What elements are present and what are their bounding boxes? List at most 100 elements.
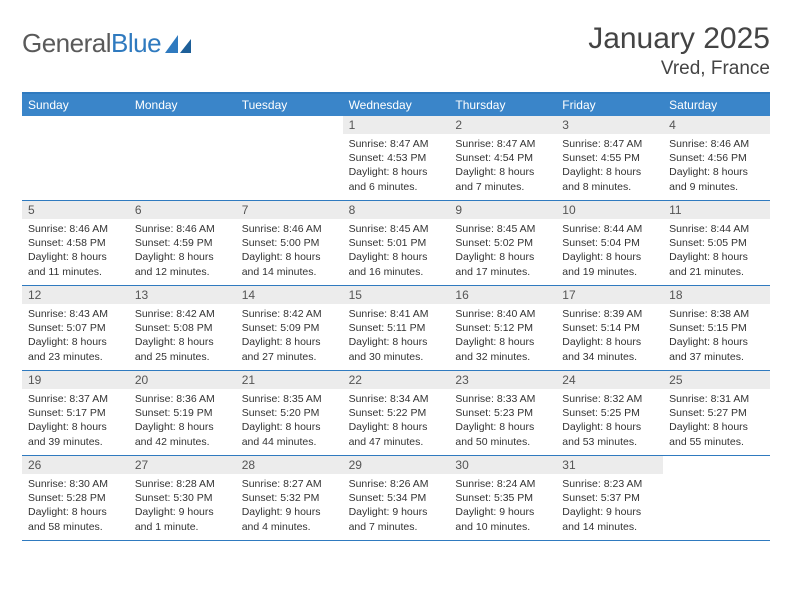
day-details: Sunrise: 8:46 AMSunset: 5:00 PMDaylight:… [242, 222, 337, 279]
day-number: 5 [22, 201, 129, 219]
day-cell: 8 Sunrise: 8:45 AMSunset: 5:01 PMDaylight… [343, 201, 450, 285]
day-number: 8 [343, 201, 450, 219]
day-details: Sunrise: 8:47 AMSunset: 4:53 PMDaylight:… [349, 137, 444, 194]
day-number: 9 [449, 201, 556, 219]
day-details: Sunrise: 8:36 AMSunset: 5:19 PMDaylight:… [135, 392, 230, 449]
day-details: Sunrise: 8:45 AMSunset: 5:02 PMDaylight:… [455, 222, 550, 279]
week-row: 12 Sunrise: 8:43 AMSunset: 5:07 PMDayligh… [22, 286, 770, 371]
logo: GeneralBlue [22, 22, 191, 59]
day-number [236, 116, 343, 134]
week-row: 26 Sunrise: 8:30 AMSunset: 5:28 PMDayligh… [22, 456, 770, 541]
day-header-wed: Wednesday [343, 94, 450, 116]
day-number: 21 [236, 371, 343, 389]
day-cell: 30 Sunrise: 8:24 AMSunset: 5:35 PMDayligh… [449, 456, 556, 540]
location: Vred, France [588, 58, 770, 80]
day-details: Sunrise: 8:40 AMSunset: 5:12 PMDaylight:… [455, 307, 550, 364]
day-cell: 10Sunrise: 8:44 AMSunset: 5:04 PMDayligh… [556, 201, 663, 285]
day-details: Sunrise: 8:24 AMSunset: 5:35 PMDaylight:… [455, 477, 550, 534]
week-row: 5Sunrise: 8:46 AMSunset: 4:58 PMDaylight… [22, 201, 770, 286]
day-details: Sunrise: 8:33 AMSunset: 5:23 PMDaylight:… [455, 392, 550, 449]
logo-sail-icon [165, 35, 191, 53]
day-number: 23 [449, 371, 556, 389]
day-number [663, 456, 770, 474]
week-row: 1Sunrise: 8:47 AMSunset: 4:53 PMDaylight… [22, 116, 770, 201]
logo-text: GeneralBlue [22, 28, 161, 59]
day-cell: 16 Sunrise: 8:40 AMSunset: 5:12 PMDayligh… [449, 286, 556, 370]
day-number: 16 [449, 286, 556, 304]
day-cell: 12 Sunrise: 8:43 AMSunset: 5:07 PMDayligh… [22, 286, 129, 370]
day-cell: 20 Sunrise: 8:36 AMSunset: 5:19 PMDayligh… [129, 371, 236, 455]
day-number: 25 [663, 371, 770, 389]
logo-word-1: General [22, 28, 111, 58]
day-number: 12 [22, 286, 129, 304]
day-cell: 14 Sunrise: 8:42 AMSunset: 5:09 PMDayligh… [236, 286, 343, 370]
day-number: 28 [236, 456, 343, 474]
day-number: 6 [129, 201, 236, 219]
day-number: 13 [129, 286, 236, 304]
day-details: Sunrise: 8:42 AMSunset: 5:08 PMDaylight:… [135, 307, 230, 364]
day-number: 22 [343, 371, 450, 389]
month-title: January 2025 [588, 22, 770, 56]
day-cell: 26 Sunrise: 8:30 AMSunset: 5:28 PMDayligh… [22, 456, 129, 540]
day-details: Sunrise: 8:38 AMSunset: 5:15 PMDaylight:… [669, 307, 764, 364]
day-details: Sunrise: 8:43 AMSunset: 5:07 PMDaylight:… [28, 307, 123, 364]
day-details: Sunrise: 8:46 AMSunset: 4:56 PMDaylight:… [669, 137, 764, 194]
calendar-body: 1Sunrise: 8:47 AMSunset: 4:53 PMDaylight… [22, 116, 770, 541]
day-number: 14 [236, 286, 343, 304]
day-cell: 19 Sunrise: 8:37 AMSunset: 5:17 PMDayligh… [22, 371, 129, 455]
day-header-mon: Monday [129, 94, 236, 116]
day-number: 26 [22, 456, 129, 474]
day-number: 29 [343, 456, 450, 474]
day-cell: 4Sunrise: 8:46 AMSunset: 4:56 PMDaylight… [663, 116, 770, 200]
day-header-row: Sunday Monday Tuesday Wednesday Thursday… [22, 94, 770, 116]
day-header-tue: Tuesday [236, 94, 343, 116]
day-header-sun: Sunday [22, 94, 129, 116]
day-cell: 23 Sunrise: 8:33 AMSunset: 5:23 PMDayligh… [449, 371, 556, 455]
day-details: Sunrise: 8:46 AMSunset: 4:59 PMDaylight:… [135, 222, 230, 279]
day-cell: 24Sunrise: 8:32 AMSunset: 5:25 PMDayligh… [556, 371, 663, 455]
title-block: January 2025 Vred, France [588, 22, 770, 80]
day-number: 7 [236, 201, 343, 219]
week-row: 19 Sunrise: 8:37 AMSunset: 5:17 PMDayligh… [22, 371, 770, 456]
day-number: 31 [556, 456, 663, 474]
day-header-thu: Thursday [449, 94, 556, 116]
day-details: Sunrise: 8:44 AMSunset: 5:05 PMDaylight:… [669, 222, 764, 279]
day-cell: 27Sunrise: 8:28 AMSunset: 5:30 PMDayligh… [129, 456, 236, 540]
day-number [22, 116, 129, 134]
day-number: 2 [449, 116, 556, 134]
day-cell: 3Sunrise: 8:47 AMSunset: 4:55 PMDaylight… [556, 116, 663, 200]
day-cell: 22Sunrise: 8:34 AMSunset: 5:22 PMDayligh… [343, 371, 450, 455]
day-cell: 31Sunrise: 8:23 AMSunset: 5:37 PMDayligh… [556, 456, 663, 540]
day-header-sat: Saturday [663, 94, 770, 116]
day-details: Sunrise: 8:42 AMSunset: 5:09 PMDaylight:… [242, 307, 337, 364]
day-cell: 1Sunrise: 8:47 AMSunset: 4:53 PMDaylight… [343, 116, 450, 200]
day-details: Sunrise: 8:26 AMSunset: 5:34 PMDaylight:… [349, 477, 444, 534]
day-cell: 15 Sunrise: 8:41 AMSunset: 5:11 PMDayligh… [343, 286, 450, 370]
day-details: Sunrise: 8:41 AMSunset: 5:11 PMDaylight:… [349, 307, 444, 364]
day-cell: 17 Sunrise: 8:39 AMSunset: 5:14 PMDayligh… [556, 286, 663, 370]
day-number: 11 [663, 201, 770, 219]
day-number: 30 [449, 456, 556, 474]
day-cell: 29 Sunrise: 8:26 AMSunset: 5:34 PMDayligh… [343, 456, 450, 540]
day-details: Sunrise: 8:39 AMSunset: 5:14 PMDaylight:… [562, 307, 657, 364]
day-cell: 21Sunrise: 8:35 AMSunset: 5:20 PMDayligh… [236, 371, 343, 455]
day-cell [22, 116, 129, 200]
day-details: Sunrise: 8:31 AMSunset: 5:27 PMDaylight:… [669, 392, 764, 449]
day-details: Sunrise: 8:45 AMSunset: 5:01 PMDaylight:… [349, 222, 444, 279]
day-cell: 5Sunrise: 8:46 AMSunset: 4:58 PMDaylight… [22, 201, 129, 285]
day-cell: 25 Sunrise: 8:31 AMSunset: 5:27 PMDayligh… [663, 371, 770, 455]
day-number: 27 [129, 456, 236, 474]
day-number: 17 [556, 286, 663, 304]
logo-word-2: Blue [111, 28, 161, 58]
day-number: 15 [343, 286, 450, 304]
day-cell [663, 456, 770, 540]
day-number: 20 [129, 371, 236, 389]
day-details: Sunrise: 8:27 AMSunset: 5:32 PMDaylight:… [242, 477, 337, 534]
day-number: 19 [22, 371, 129, 389]
day-details: Sunrise: 8:37 AMSunset: 5:17 PMDaylight:… [28, 392, 123, 449]
day-cell: 18Sunrise: 8:38 AMSunset: 5:15 PMDayligh… [663, 286, 770, 370]
calendar: Sunday Monday Tuesday Wednesday Thursday… [22, 92, 770, 541]
day-details: Sunrise: 8:30 AMSunset: 5:28 PMDaylight:… [28, 477, 123, 534]
day-details: Sunrise: 8:47 AMSunset: 4:54 PMDaylight:… [455, 137, 550, 194]
day-cell [236, 116, 343, 200]
